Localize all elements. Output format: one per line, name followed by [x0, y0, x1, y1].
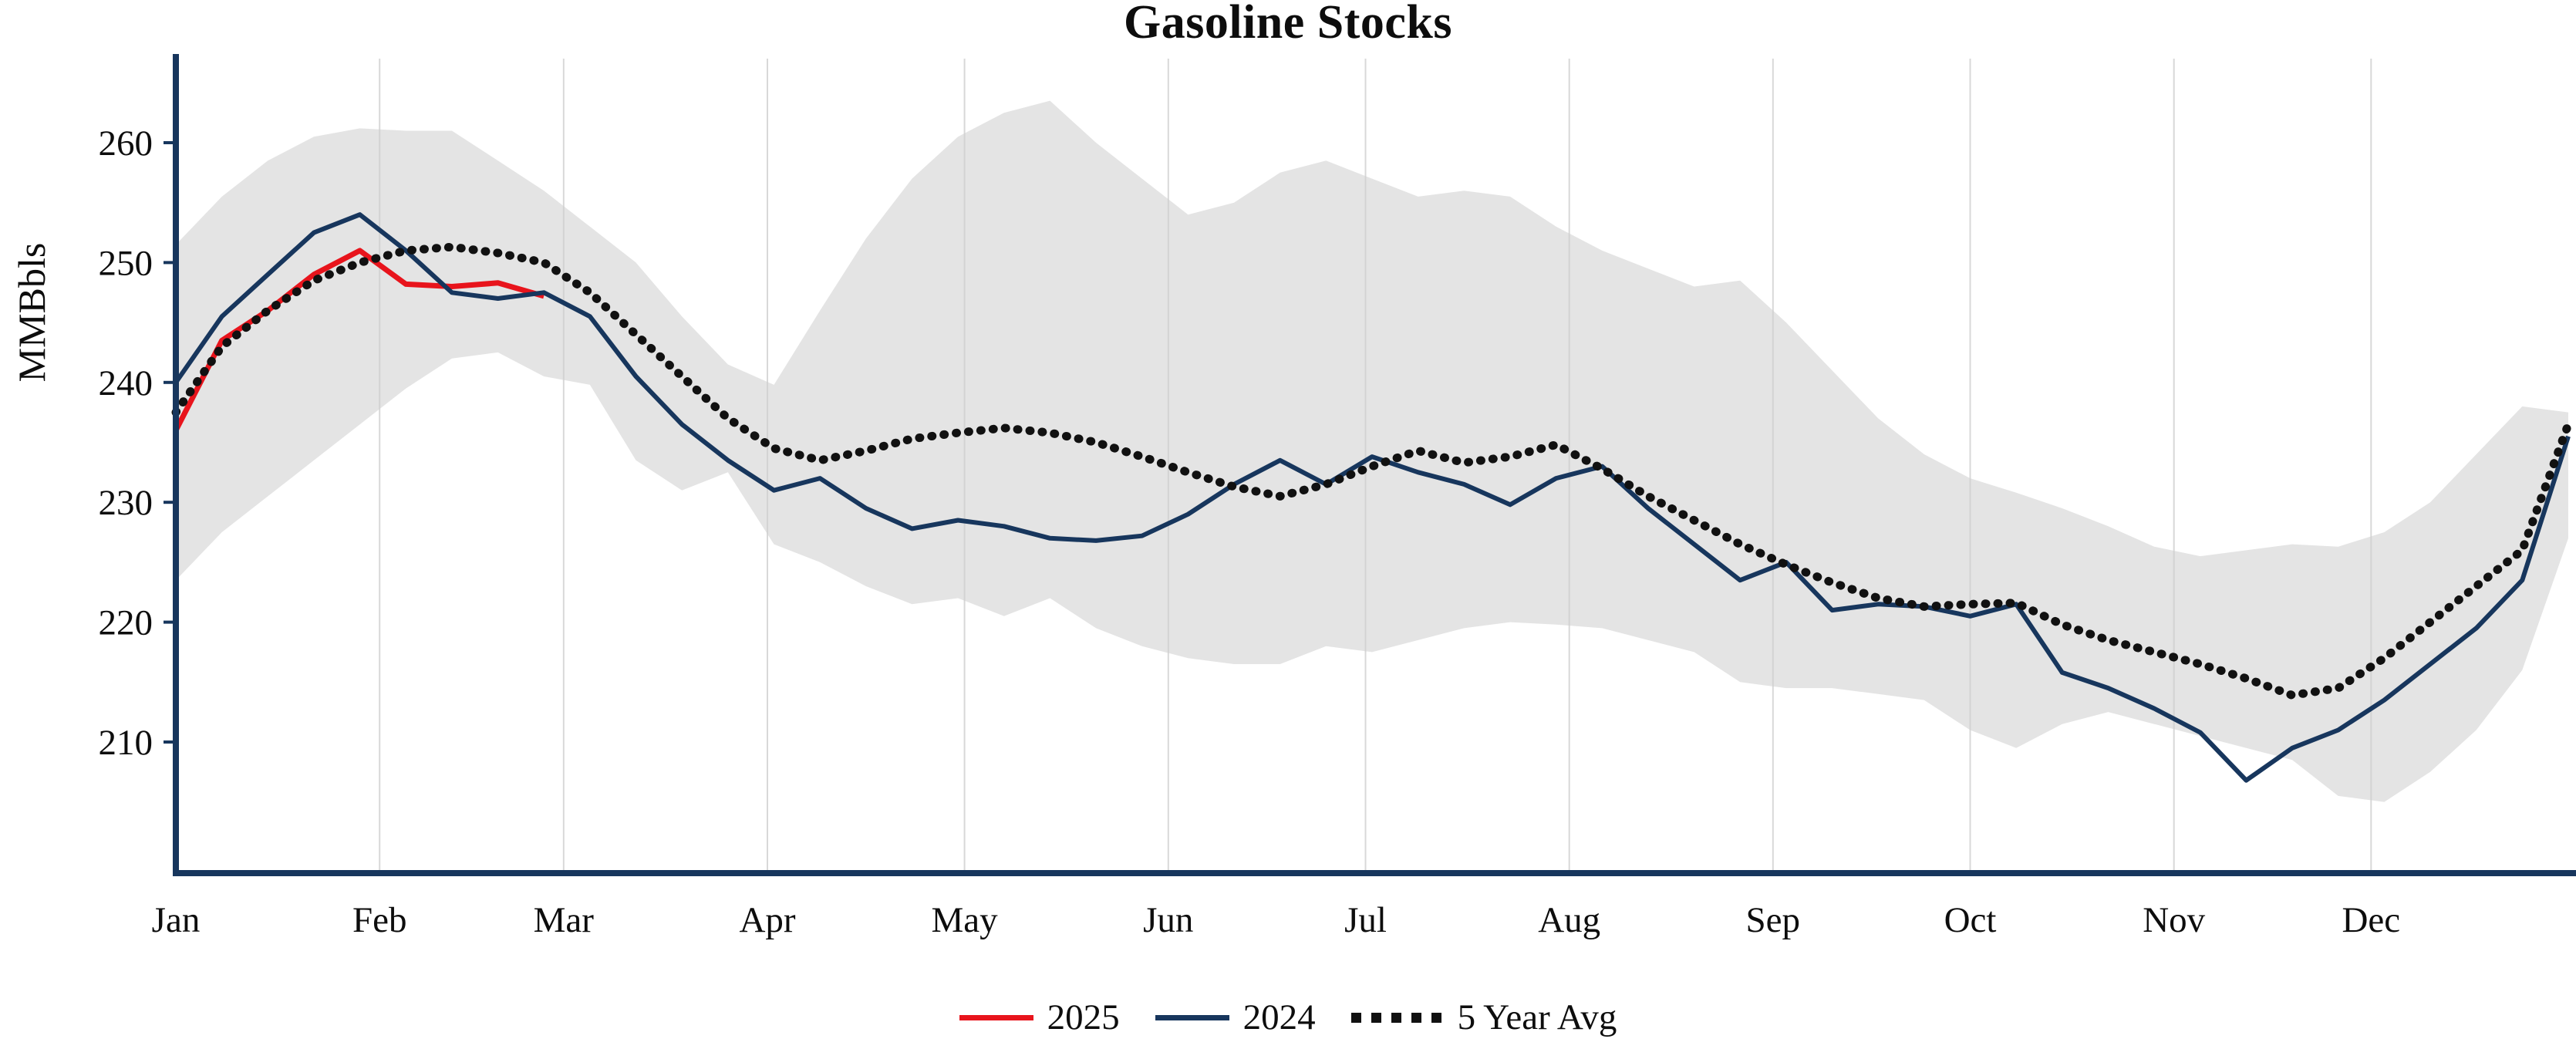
- legend-line-swatch-2024: [1155, 1014, 1229, 1020]
- legend-dotted-swatch-5yr-avg: [1350, 1012, 1444, 1023]
- legend-item-5yr-avg: 5 Year Avg: [1350, 997, 1617, 1038]
- legend-label-2024: 2024: [1242, 997, 1316, 1037]
- x-tick-label-sep: Sep: [1746, 900, 1801, 940]
- y-tick-label-250: 250: [99, 243, 153, 283]
- legend-label-2025: 2025: [1047, 997, 1120, 1037]
- legend-item-2024: 2024: [1155, 997, 1316, 1038]
- chart-legend: 2025 2024 5 Year Avg: [0, 997, 2576, 1038]
- legend-label-5yr-avg: 5 Year Avg: [1457, 997, 1617, 1037]
- x-tick-label-jul: Jul: [1344, 900, 1387, 940]
- x-tick-label-aug: Aug: [1538, 900, 1600, 940]
- chart-title: Gasoline Stocks: [1123, 0, 1453, 49]
- x-tick-label-jan: Jan: [152, 900, 201, 940]
- series-line-5-year-avg: [171, 242, 2573, 700]
- x-tick-label-may: May: [932, 900, 999, 940]
- y-tick-label-260: 260: [99, 123, 153, 164]
- x-tick-label-feb: Feb: [352, 900, 407, 940]
- legend-line-swatch-2025: [959, 1014, 1033, 1020]
- x-tick-label-jun: Jun: [1143, 900, 1193, 940]
- y-tick-label-220: 220: [99, 603, 153, 643]
- x-tick-label-dec: Dec: [2342, 900, 2400, 940]
- series-line-2024: [174, 212, 2571, 783]
- y-axis-title: MMBbls: [10, 243, 53, 383]
- x-tick-label-nov: Nov: [2143, 900, 2205, 940]
- y-tick-label-230: 230: [99, 483, 153, 523]
- legend-item-2025: 2025: [959, 997, 1120, 1038]
- x-tick-label-mar: Mar: [534, 900, 595, 940]
- five-year-range-band: [176, 100, 2568, 802]
- x-tick-label-oct: Oct: [1944, 900, 1997, 940]
- y-tick-label-210: 210: [99, 723, 153, 763]
- x-tick-label-apr: Apr: [739, 900, 795, 940]
- y-tick-label-240: 240: [99, 363, 153, 403]
